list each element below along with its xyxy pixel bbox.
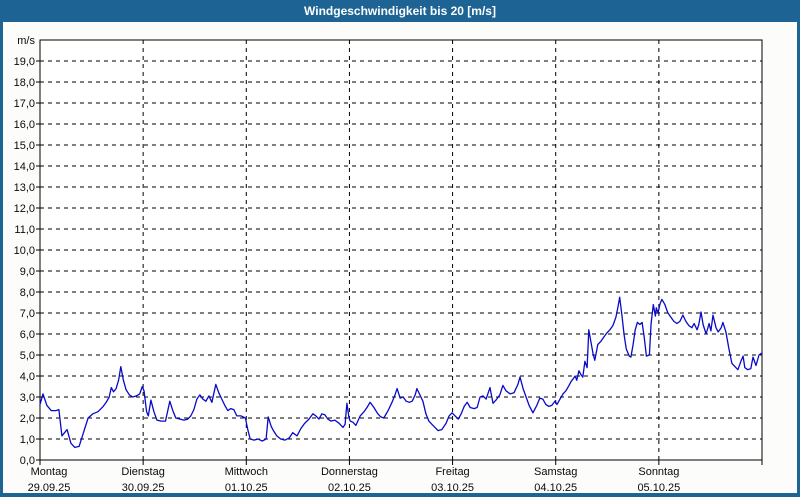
svg-text:1,0: 1,0 bbox=[20, 434, 35, 446]
y-gridlines bbox=[40, 60, 762, 440]
day-date-label: 29.09.25 bbox=[28, 482, 71, 494]
day-date-label: 02.10.25 bbox=[328, 482, 371, 494]
y-axis-labels: 0,0 1,0 2,0 3,0 4,0 5,0 6,0 7,0 8,0 9,0 10,0 11,0 12… bbox=[14, 56, 35, 467]
svg-text:16,0: 16,0 bbox=[14, 119, 35, 131]
svg-text:2,0: 2,0 bbox=[20, 413, 35, 425]
window-title: Windgeschwindigkeit bis 20 [m/s] bbox=[304, 4, 496, 18]
day-name-label: Sonntag bbox=[638, 466, 679, 478]
svg-text:9,0: 9,0 bbox=[20, 266, 35, 278]
svg-text:5,0: 5,0 bbox=[20, 350, 35, 362]
svg-text:12,0: 12,0 bbox=[14, 203, 35, 215]
svg-text:3,0: 3,0 bbox=[20, 392, 35, 404]
svg-text:10,0: 10,0 bbox=[14, 245, 35, 257]
day-name-label: Donnerstag bbox=[321, 466, 378, 478]
day-name-label: Samstag bbox=[534, 466, 577, 478]
wind-speed-line bbox=[39, 296, 763, 449]
window-frame-bottom-edge bbox=[0, 493, 800, 497]
window-frame-right-edge bbox=[797, 0, 800, 497]
day-date-label: 01.10.25 bbox=[225, 482, 268, 494]
day-date-label: 05.10.25 bbox=[637, 482, 680, 494]
day-date-label: 30.09.25 bbox=[122, 482, 165, 494]
svg-text:14,0: 14,0 bbox=[14, 161, 35, 173]
svg-text:4,0: 4,0 bbox=[20, 371, 35, 383]
day-name-label: Freitag bbox=[435, 466, 469, 478]
svg-text:0,0: 0,0 bbox=[20, 455, 35, 467]
svg-text:7,0: 7,0 bbox=[20, 308, 35, 320]
svg-text:18,0: 18,0 bbox=[14, 77, 35, 89]
svg-text:13,0: 13,0 bbox=[14, 182, 35, 194]
svg-text:6,0: 6,0 bbox=[20, 329, 35, 341]
day-name-label: Dienstag bbox=[121, 466, 164, 478]
svg-text:17,0: 17,0 bbox=[14, 98, 35, 110]
x-gridlines bbox=[39, 40, 763, 465]
svg-text:8,0: 8,0 bbox=[20, 287, 35, 299]
svg-text:11,0: 11,0 bbox=[14, 224, 35, 236]
day-name-label: Montag bbox=[31, 466, 68, 478]
y-axis-ticks bbox=[36, 60, 40, 461]
window-frame-left-edge bbox=[0, 0, 3, 497]
day-date-label: 03.10.25 bbox=[431, 482, 474, 494]
svg-text:15,0: 15,0 bbox=[14, 140, 35, 152]
y-axis-unit-label: m/s bbox=[17, 35, 35, 47]
window-title-bar: Windgeschwindigkeit bis 20 [m/s] bbox=[0, 0, 800, 22]
svg-text:19,0: 19,0 bbox=[14, 56, 35, 68]
day-name-label: Mittwoch bbox=[225, 466, 268, 478]
day-date-label: 04.10.25 bbox=[534, 482, 577, 494]
x-axis-labels: Montag 29.09.25 Dienstag 30.09.25 Mittwoch 01… bbox=[28, 466, 681, 494]
